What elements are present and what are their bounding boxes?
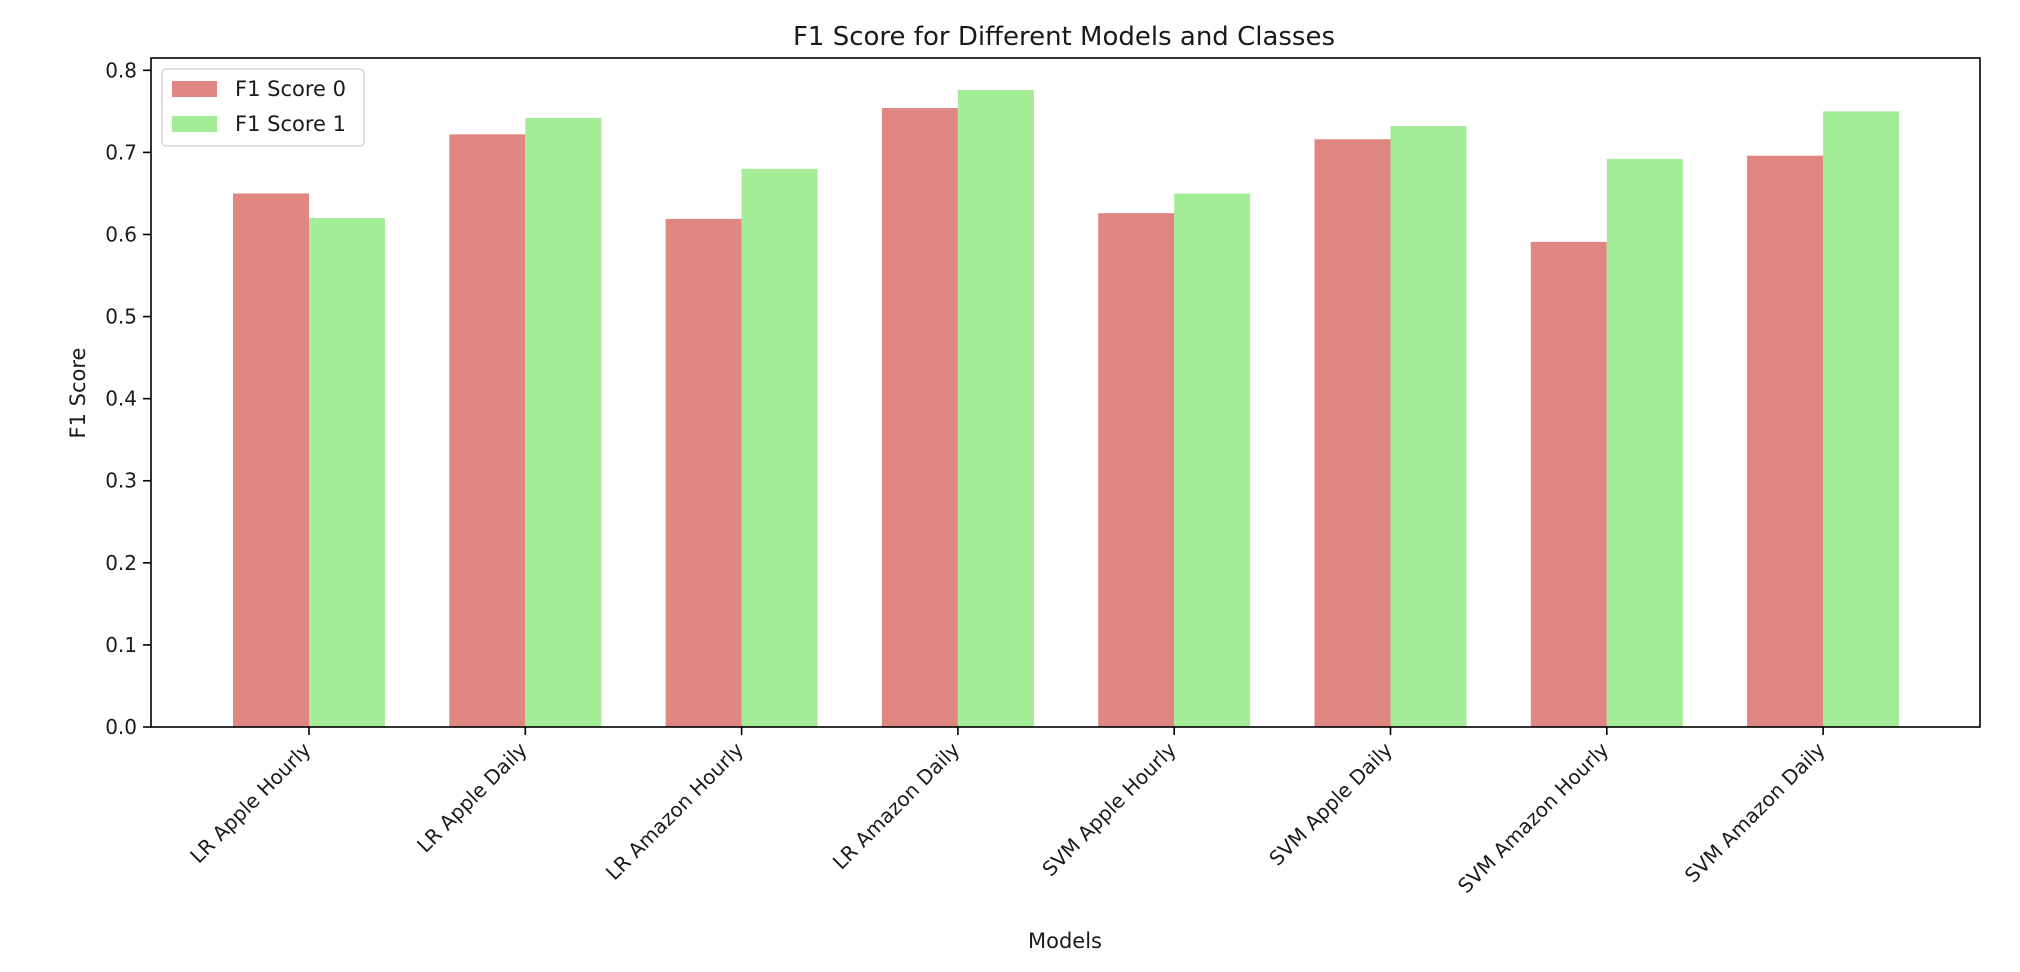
y-tick-label: 0.8 <box>105 58 137 82</box>
y-tick-label: 0.3 <box>105 469 137 493</box>
y-axis-label: F1 Score <box>66 348 90 439</box>
bar-f1-score-0-lr-apple-daily <box>449 134 526 728</box>
plot-frame <box>150 57 1981 728</box>
bar-f1-score-1-svm-apple-hourly <box>1174 193 1251 727</box>
bar-f1-score-1-lr-amazon-hourly <box>741 168 818 728</box>
chart-title: F1 Score for Different Models and Classe… <box>793 22 1335 52</box>
x-axis-label: Models <box>1028 929 1102 953</box>
bar-f1-score-0-svm-amazon-daily <box>1747 155 1824 728</box>
y-axis: 0.0 0.1 0.2 0.3 0.4 0.5 0.6 0.7 0.8 <box>105 58 151 739</box>
bar-f1-score-0-svm-apple-daily <box>1314 139 1391 728</box>
bar-f1-score-0-lr-apple-hourly <box>233 193 309 727</box>
legend: F1 Score 0 F1 Score 1 <box>161 68 365 147</box>
bar-f1-score-1-lr-amazon-daily <box>957 90 1034 728</box>
x-tick-label-svm-amazon-hourly: SVM Amazon Hourly <box>1453 737 1613 897</box>
bar-f1-score-1-lr-apple-hourly <box>309 218 385 727</box>
legend-label-f1-score-0: F1 Score 0 <box>235 77 346 101</box>
bar-f1-score-0-svm-apple-hourly <box>1098 213 1175 727</box>
legend-label-f1-score-1: F1 Score 1 <box>235 112 346 136</box>
y-tick-label: 0.4 <box>105 387 137 411</box>
x-tick-label-svm-amazon-daily: SVM Amazon Daily <box>1680 737 1830 887</box>
legend-swatch-f1-score-0 <box>172 81 217 97</box>
x-tick-label-lr-amazon-hourly: LR Amazon Hourly <box>601 737 748 884</box>
y-tick-label: 0.6 <box>105 222 137 246</box>
x-axis: LR Apple Hourly LR Apple Daily LR Amazon H… <box>185 727 1830 898</box>
bars-layer <box>233 90 1900 728</box>
bar-f1-score-1-svm-apple-daily <box>1390 126 1467 727</box>
x-tick-label-svm-apple-daily: SVM Apple Daily <box>1264 737 1397 870</box>
x-tick-label-lr-amazon-daily: LR Amazon Daily <box>828 737 965 874</box>
y-tick-label: 0.0 <box>105 715 137 739</box>
bar-f1-score-1-svm-amazon-hourly <box>1606 158 1683 727</box>
x-tick-label-svm-apple-hourly: SVM Apple Hourly <box>1037 737 1181 881</box>
bar-f1-score-1-svm-amazon-daily <box>1823 111 1900 727</box>
y-tick-label: 0.7 <box>105 140 137 164</box>
y-tick-label: 0.2 <box>105 551 137 575</box>
bar-f1-score-0-svm-amazon-hourly <box>1530 241 1607 728</box>
legend-swatch-f1-score-1 <box>172 116 217 132</box>
y-tick-label: 0.5 <box>105 305 137 329</box>
bar-f1-score-0-lr-amazon-hourly <box>665 218 742 727</box>
x-tick-label-lr-apple-hourly: LR Apple Hourly <box>185 737 315 867</box>
x-tick-label-lr-apple-daily: LR Apple Daily <box>412 737 532 857</box>
y-tick-label: 0.1 <box>105 633 137 657</box>
bar-f1-score-0-lr-amazon-daily <box>881 108 958 728</box>
bar-f1-score-1-lr-apple-daily <box>525 117 602 727</box>
